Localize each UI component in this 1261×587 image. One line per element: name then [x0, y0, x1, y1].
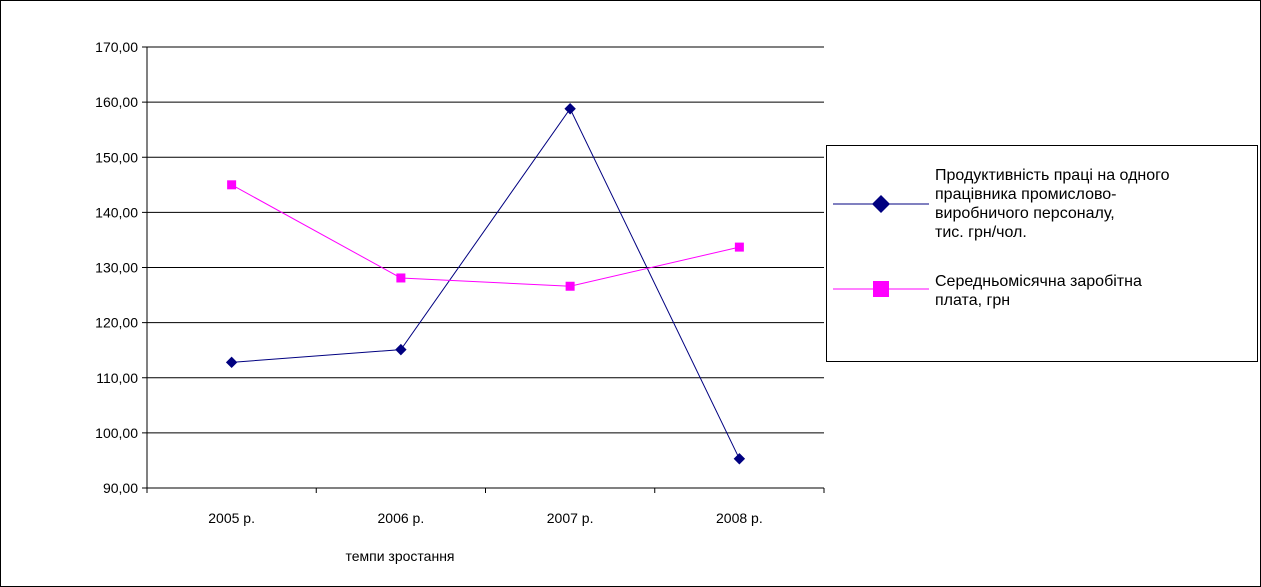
- legend-label-salary: Середньомісячна заробітна плата, грн: [935, 272, 1253, 310]
- legend-swatch-salary: [833, 281, 929, 297]
- data-point-diamond: [733, 453, 746, 465]
- legend-marker-square: [873, 281, 889, 297]
- data-point-square: [396, 273, 406, 283]
- legend-swatch-productivity: [833, 195, 929, 213]
- y-axis-tick-label: 170,00: [95, 39, 138, 55]
- y-axis-tick-labels: 90,00 100,00 110,00 120,00 130,00 140,00 150,0…: [95, 39, 138, 496]
- data-point-diamond: [564, 103, 576, 115]
- y-axis-tick-label: 140,00: [95, 204, 138, 220]
- series-productivity: [225, 103, 746, 465]
- legend-entry-productivity: Продуктивність праці на одного працівник…: [827, 164, 1257, 244]
- legend-marker-diamond: [872, 195, 890, 213]
- gridlines: [147, 46, 824, 434]
- y-axis-tick-label: 160,00: [95, 94, 138, 110]
- series-line: [231, 107, 740, 460]
- y-axis-tick-label: 150,00: [95, 149, 138, 165]
- legend-label-line: плата, грн: [935, 292, 1011, 309]
- legend-entry-salary: Середньомісячна заробітна плата, грн: [827, 272, 1257, 316]
- y-axis-tick-label: 90,00: [103, 480, 138, 496]
- legend-label-line: тис. грн/чол.: [935, 224, 1027, 241]
- y-axis-tick-label: 120,00: [95, 315, 138, 331]
- x-axis-tick-labels: 2005 р. 2006 р. 2007 р. 2008 р.: [208, 510, 762, 526]
- y-axis-tick-label: 130,00: [95, 260, 138, 276]
- legend: Продуктивність праці на одного працівник…: [826, 145, 1258, 362]
- data-point-diamond: [225, 356, 238, 369]
- y-axis-tick-label: 100,00: [95, 425, 138, 441]
- legend-label-line: виробничого персоналу,: [935, 205, 1115, 222]
- legend-label-line: Середньомісячна заробітна: [935, 273, 1142, 290]
- axes: [142, 46, 825, 493]
- data-point-square: [565, 281, 575, 291]
- legend-label-line: Продуктивність праці на одного: [935, 167, 1170, 184]
- legend-label-line: працівника промислово-: [935, 186, 1117, 203]
- data-point-square: [227, 180, 237, 190]
- series-line: [231, 184, 740, 287]
- x-axis-tick-label: 2005 р.: [208, 510, 255, 526]
- x-axis-title: темпи зростання: [345, 548, 454, 564]
- series-salary: [227, 180, 744, 291]
- legend-label-productivity: Продуктивність праці на одного працівник…: [935, 166, 1253, 242]
- data-point-diamond: [395, 343, 407, 356]
- x-axis-tick-label: 2008 р.: [716, 510, 763, 526]
- data-point-square: [734, 242, 744, 252]
- data-series: [225, 103, 746, 465]
- y-axis-tick-label: 110,00: [96, 370, 138, 386]
- x-axis-tick-label: 2006 р.: [378, 510, 425, 526]
- x-axis-tick-label: 2007 р.: [547, 510, 594, 526]
